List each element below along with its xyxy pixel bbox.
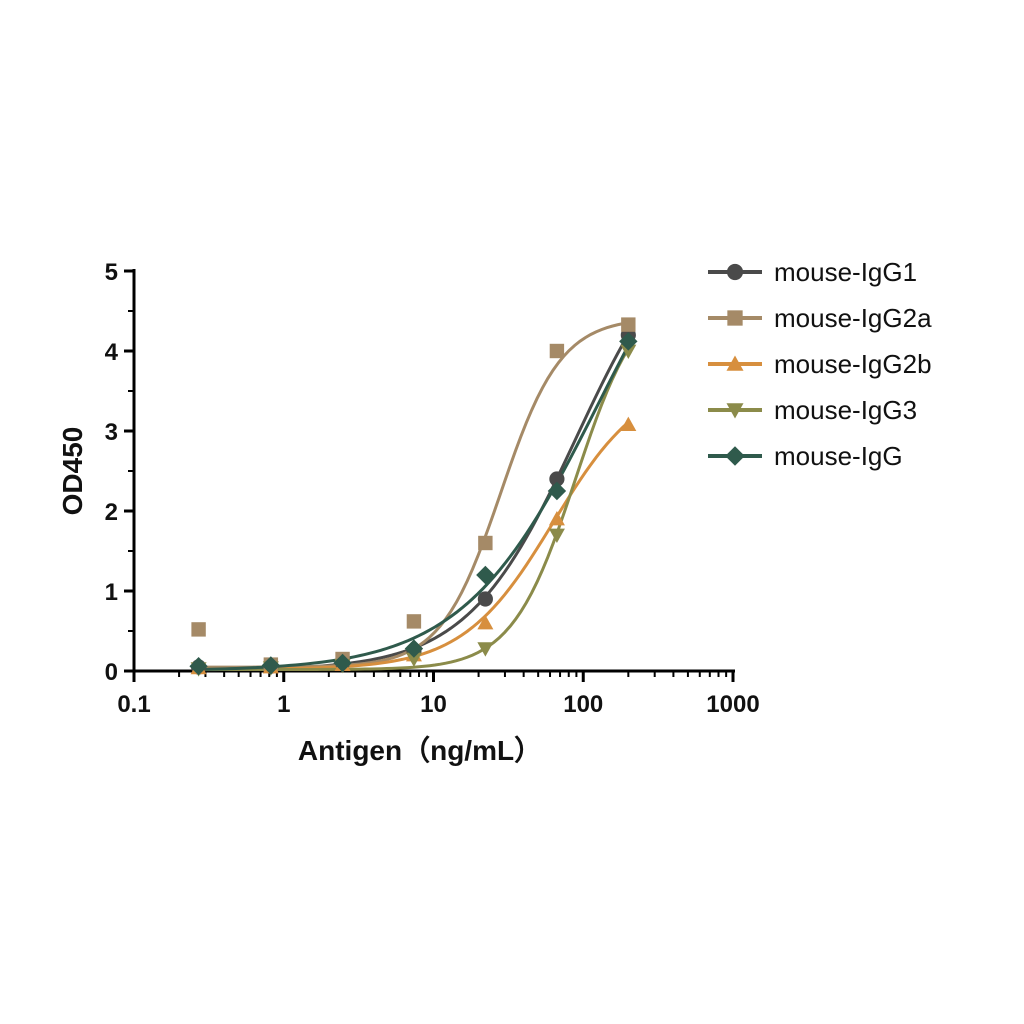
y-tick-label: 1 [105,579,118,606]
data-point-mouse-IgG2a [621,317,636,332]
x-tick-label: 1000 [706,691,759,718]
legend-marker-mouse-IgG2b [726,355,744,371]
data-point-mouse-IgG2b [477,615,494,630]
legend-marker-mouse-IgG3 [726,403,744,419]
legend-label: mouse-IgG1 [774,257,917,287]
data-point-mouse-IgG2a [478,535,493,551]
data-point-mouse-IgG [619,332,638,351]
legend-label: mouse-IgG2b [774,349,932,379]
data-point-mouse-IgG2a [191,622,206,637]
data-point-mouse-IgG3 [477,642,494,657]
x-tick-label: 100 [563,691,603,718]
data-point-mouse-IgG2b [620,416,637,431]
data-point-mouse-IgG [404,639,424,658]
y-tick-label: 5 [105,259,118,286]
y-axis-title: OD450 [57,427,88,516]
y-tick-label: 0 [105,659,118,686]
legend-label: mouse-IgG3 [774,395,917,425]
data-point-mouse-IgG2a [406,614,422,629]
data-point-mouse-IgG3 [620,344,637,359]
data-points [189,317,638,677]
x-axis-title: Antigen（ng/mL） [298,734,542,766]
data-point-mouse-IgG3 [548,528,565,543]
data-point-mouse-IgG [189,657,208,676]
y-tick-label: 3 [105,419,118,446]
legend-marker-mouse-IgG1 [726,263,744,281]
legend-marker-mouse-IgG [725,446,745,466]
data-point-mouse-IgG [547,481,567,501]
data-point-mouse-IgG [333,653,352,673]
data-point-mouse-IgG [261,656,281,675]
data-point-mouse-IgG [476,565,495,585]
data-point-mouse-IgG2a [549,343,565,359]
data-point-mouse-IgG3 [405,652,422,667]
y-tick-label: 2 [105,499,118,526]
legend: mouse-IgG1 mouse-IgG2a mouse-IgG2b mouse-Ig… [708,257,932,471]
data-point-mouse-IgG1 [477,591,493,607]
data-point-mouse-IgG2b [548,511,565,526]
legend-marker-mouse-IgG2a [727,310,743,326]
x-tick-label: 1 [277,691,290,718]
legend-label: mouse-IgG2a [774,303,932,333]
y-tick-label: 4 [105,339,119,366]
fit-curve-mouse-IgG2b [198,421,630,671]
x-tick-label: 0.1 [117,691,150,718]
data-point-mouse-IgG1 [549,471,565,487]
x-tick-label: 10 [420,691,447,718]
legend-label: mouse-IgG [774,441,903,471]
